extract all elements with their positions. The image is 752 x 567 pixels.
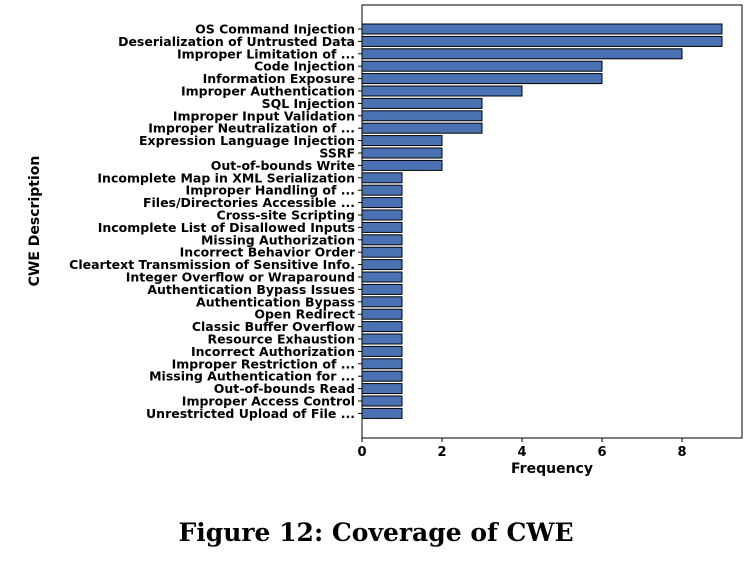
bar (361, 296, 403, 308)
bar (361, 48, 683, 60)
bar (361, 246, 403, 258)
category-label: Improper Restriction of ... (172, 356, 355, 371)
category-label: Improper Handling of ... (186, 183, 355, 198)
bar (361, 35, 723, 47)
category-label: Incorrect Authorization (191, 344, 355, 359)
x-tick-label: 6 (597, 445, 606, 460)
x-tick-label: 2 (437, 445, 446, 460)
category-label: Open Redirect (254, 307, 355, 322)
bar (361, 184, 403, 196)
category-label: Out-of-bounds Read (214, 381, 355, 396)
bar (361, 308, 403, 320)
category-label: OS Command Injection (195, 22, 355, 37)
x-ticks-group: 0 2 4 6 8 (357, 438, 687, 460)
bar (361, 283, 403, 295)
category-label: Cleartext Transmission of Sensitive Info… (69, 257, 355, 272)
bar (361, 345, 403, 357)
y-axis-title: CWE Description (27, 156, 43, 287)
bar (361, 172, 403, 184)
bars-group (361, 23, 723, 419)
bar (361, 321, 403, 333)
category-label: Code Injection (254, 59, 355, 74)
bar (361, 73, 603, 85)
category-label: Files/Directories Accessible ... (143, 195, 355, 210)
category-label: Improper Access Control (182, 394, 355, 409)
bar (361, 135, 443, 147)
bar (361, 395, 403, 407)
bar (361, 122, 483, 134)
plot-frame (361, 4, 743, 439)
category-label: Classic Buffer Overflow (192, 319, 356, 334)
category-label: SQL Injection (262, 96, 355, 111)
x-tick-label: 4 (517, 445, 526, 460)
bar (361, 234, 403, 246)
category-label: Out-of-bounds Write (211, 158, 355, 173)
bar (361, 97, 483, 109)
category-label: Improper Limitation of ... (177, 46, 355, 61)
category-label: Improper Input Validation (173, 108, 355, 123)
category-label: Integer Overflow or Wraparound (126, 270, 355, 285)
bar (361, 333, 403, 345)
bar (361, 197, 403, 209)
x-axis-title: Frequency (511, 461, 593, 477)
bar (361, 383, 403, 395)
category-label: Incomplete List of Disallowed Inputs (98, 220, 355, 235)
category-label: Improper Neutralization of ... (148, 121, 355, 136)
category-label: Expression Language Injection (139, 133, 355, 148)
bar (361, 271, 403, 283)
category-label: Resource Exhaustion (208, 332, 355, 347)
bar (361, 23, 723, 35)
category-label: Cross-site Scripting (217, 208, 355, 223)
category-label: Incorrect Behavior Order (180, 245, 356, 260)
bar (361, 370, 403, 382)
category-label: Missing Authorization (201, 232, 355, 247)
bar (361, 60, 603, 72)
category-label: Missing Authentication for ... (149, 369, 355, 384)
category-label: Authentication Bypass Issues (147, 282, 355, 297)
bar (361, 147, 443, 159)
category-label: Unrestricted Upload of File ... (146, 406, 355, 421)
category-label: Incomplete Map in XML Serialization (97, 170, 355, 185)
category-label: Authentication Bypass (196, 294, 355, 309)
bar (361, 209, 403, 221)
category-label: Deserialization of Untrusted Data (118, 34, 355, 49)
bar (361, 407, 403, 419)
category-label: Improper Authentication (181, 84, 355, 99)
category-label: SSRF (319, 146, 355, 161)
bar (361, 110, 483, 122)
x-tick-label: 0 (357, 445, 366, 460)
bar (361, 85, 523, 97)
x-tick-label: 8 (677, 445, 686, 460)
bar (361, 221, 403, 233)
category-label: Information Exposure (203, 71, 355, 86)
figure-caption: Figure 12: Coverage of CWE (178, 518, 574, 547)
bar (361, 358, 403, 370)
bar (361, 159, 443, 171)
bar (361, 259, 403, 271)
